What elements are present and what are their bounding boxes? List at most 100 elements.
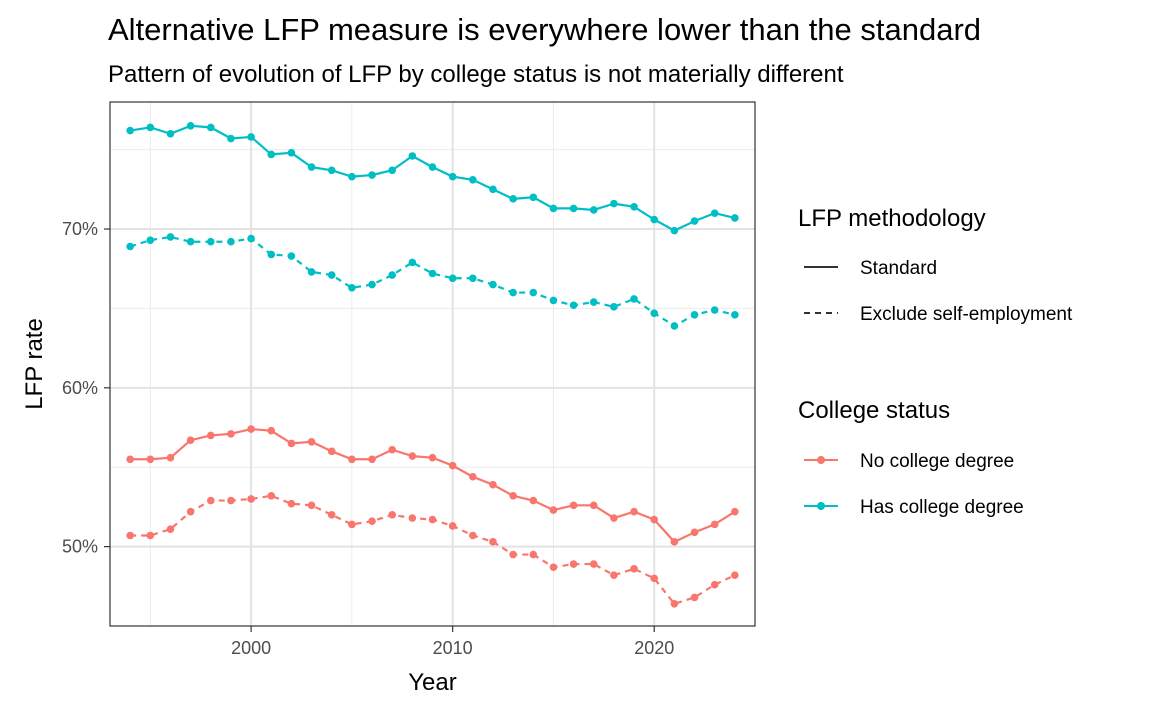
legend-label-exclude-self-employment: Exclude self-employment — [860, 304, 1073, 325]
data-point — [569, 301, 578, 310]
data-point — [448, 172, 457, 181]
data-point — [126, 455, 134, 464]
plot-background — [110, 102, 755, 626]
data-point — [469, 176, 477, 184]
y-axis: 50% 60% 70% — [62, 219, 110, 557]
data-point — [630, 203, 638, 211]
data-point — [247, 495, 255, 503]
data-point — [126, 126, 134, 135]
data-point — [670, 226, 679, 235]
data-point — [348, 455, 356, 464]
data-point — [388, 271, 396, 279]
legend-label-has-college: Has college degree — [860, 497, 1024, 518]
data-point — [610, 571, 618, 579]
data-point — [428, 515, 437, 524]
data-point — [469, 531, 477, 540]
data-point — [731, 310, 739, 319]
data-point — [146, 236, 155, 244]
data-point — [327, 271, 336, 279]
data-point — [630, 295, 638, 303]
legend-label-no-college: No college degree — [860, 451, 1014, 472]
data-point — [227, 496, 235, 505]
x-axis: 2000 2010 2020 — [231, 626, 674, 658]
data-point — [630, 507, 638, 516]
data-point — [509, 491, 517, 500]
legend-key-no-college-point — [817, 456, 825, 464]
data-point — [227, 430, 235, 438]
data-point — [267, 250, 276, 259]
data-point — [650, 215, 659, 224]
data-point — [690, 310, 699, 319]
data-point — [610, 514, 618, 522]
data-point — [166, 129, 175, 138]
data-point — [529, 496, 538, 505]
data-point — [731, 571, 739, 579]
x-axis-title: Year — [408, 669, 457, 696]
data-point — [509, 195, 517, 203]
data-point — [348, 520, 356, 529]
data-point — [670, 599, 679, 608]
data-point — [529, 288, 538, 297]
data-point — [307, 438, 316, 446]
legend-key-has-college-point — [817, 502, 825, 510]
data-point — [549, 506, 558, 514]
data-point — [186, 237, 195, 246]
chart-subtitle: Pattern of evolution of LFP by college s… — [108, 61, 844, 88]
data-point — [731, 507, 739, 516]
x-tick-label: 2000 — [231, 638, 271, 658]
data-point — [408, 152, 417, 160]
data-point — [166, 525, 175, 533]
data-point — [267, 150, 276, 159]
data-point — [549, 563, 558, 572]
data-point — [569, 204, 578, 213]
data-point — [710, 520, 719, 529]
data-point — [327, 511, 336, 519]
data-point — [469, 472, 477, 481]
chart-title: Alternative LFP measure is everywhere lo… — [108, 12, 981, 47]
x-tick-label: 2010 — [433, 638, 473, 658]
data-point — [589, 206, 598, 214]
data-point — [448, 522, 457, 530]
data-point — [368, 171, 376, 179]
data-point — [227, 237, 235, 246]
data-point — [448, 274, 457, 283]
data-point — [348, 283, 356, 292]
data-point — [206, 431, 215, 440]
y-tick-label: 50% — [62, 537, 98, 557]
data-point — [569, 560, 578, 568]
data-point — [428, 163, 437, 171]
data-point — [549, 296, 558, 305]
data-point — [388, 166, 396, 175]
legend-label-standard: Standard — [860, 258, 937, 279]
data-point — [227, 134, 235, 143]
data-point — [469, 274, 477, 283]
data-point — [610, 199, 618, 208]
data-point — [731, 214, 739, 222]
data-point — [146, 455, 155, 464]
data-point — [408, 452, 417, 460]
data-point — [489, 480, 497, 489]
data-point — [670, 538, 679, 546]
data-point — [307, 268, 316, 276]
data-point — [428, 269, 437, 278]
grid-lines — [110, 102, 756, 627]
data-point — [206, 237, 215, 246]
data-point — [710, 306, 719, 314]
data-point — [650, 574, 659, 583]
data-point — [166, 233, 175, 241]
data-point — [690, 593, 699, 602]
data-point — [146, 531, 155, 540]
data-point — [247, 425, 255, 433]
data-point — [206, 496, 215, 505]
data-point — [408, 258, 417, 267]
data-point — [146, 123, 155, 132]
data-point — [589, 501, 598, 510]
data-point — [569, 501, 578, 510]
data-point — [589, 298, 598, 306]
data-point — [368, 455, 376, 464]
data-point — [327, 447, 336, 456]
data-point — [206, 123, 215, 132]
data-point — [448, 461, 457, 470]
data-point — [710, 209, 719, 217]
